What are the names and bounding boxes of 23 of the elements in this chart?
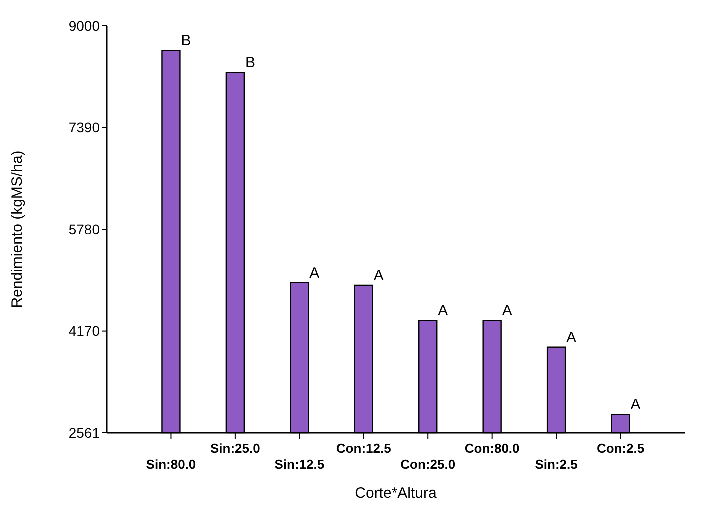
y-tick-label: 9000 [68,18,100,34]
y-tick-label: 2561 [68,424,100,441]
y-tick-label: 7390 [68,120,100,136]
y-axis-title: Rendimiento (kgMS/ha) [9,150,26,308]
annotation: A [630,396,641,414]
y-tick-label: 4170 [68,323,100,340]
x-tick-label: Sin:2.5 [535,457,578,472]
annotation: A [502,302,512,320]
x-tick-label: Con:25.0 [400,457,456,472]
x-tick-label: Con:2.5 [596,441,645,456]
annotation: A [566,329,577,346]
annotation: A [310,264,320,282]
x-tick-label: Sin:12.5 [274,457,325,472]
x-tick-label: Sin:80.0 [146,457,196,472]
annotation: B [245,54,256,72]
x-tick-label: Con:80.0 [464,441,520,456]
x-axis-title: Corte*Altura [355,485,438,502]
y-tick-label: 5780 [68,221,100,238]
annotation: A [374,267,384,284]
annotation: A [438,302,448,320]
x-tick-label: Con:12.5 [336,441,392,456]
annotation: B [181,32,192,50]
x-tick-label: Sin:25.0 [210,441,260,456]
